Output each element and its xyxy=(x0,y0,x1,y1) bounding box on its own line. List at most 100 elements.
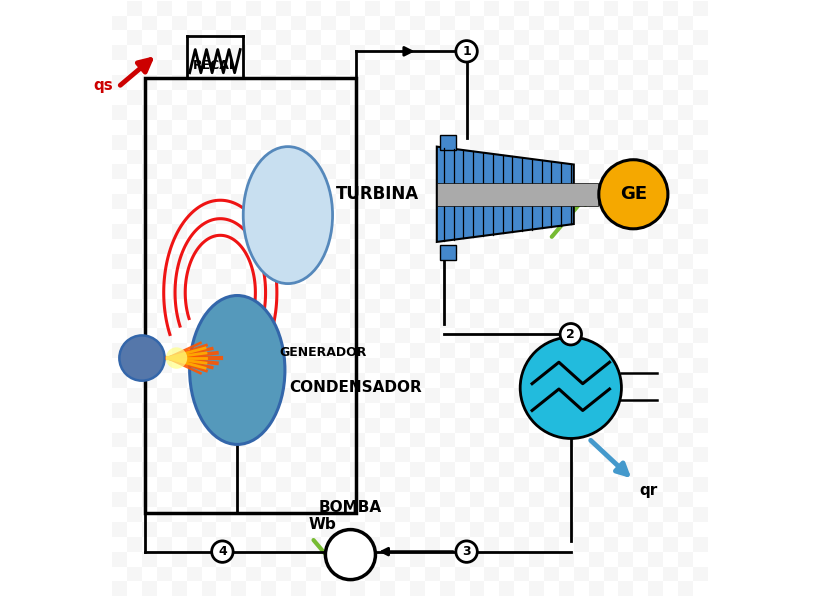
Bar xyxy=(231,447,246,462)
Bar xyxy=(559,254,573,269)
Bar xyxy=(395,90,410,105)
Bar xyxy=(410,492,424,507)
Bar xyxy=(350,150,365,165)
Bar xyxy=(127,373,142,388)
Bar xyxy=(142,0,156,1)
Bar xyxy=(187,507,201,522)
Bar xyxy=(677,239,692,254)
Bar xyxy=(663,388,677,403)
Bar xyxy=(573,567,588,581)
Bar xyxy=(171,284,187,298)
Bar xyxy=(127,60,142,75)
Bar xyxy=(439,105,454,120)
Bar xyxy=(350,30,365,45)
Bar xyxy=(648,30,663,45)
Bar xyxy=(171,462,187,477)
Bar xyxy=(276,507,291,522)
Circle shape xyxy=(519,337,621,438)
Bar xyxy=(320,492,335,507)
Bar xyxy=(528,120,543,135)
Bar xyxy=(201,224,216,239)
Bar xyxy=(260,16,276,30)
Bar xyxy=(573,418,588,432)
Bar xyxy=(722,581,736,596)
Bar xyxy=(648,567,663,581)
Bar xyxy=(648,418,663,432)
Bar xyxy=(231,209,246,224)
Bar xyxy=(573,403,588,418)
Bar xyxy=(559,328,573,343)
Bar xyxy=(588,0,603,1)
Bar xyxy=(484,30,499,45)
Bar xyxy=(514,492,528,507)
Bar xyxy=(663,239,677,254)
Bar xyxy=(722,343,736,358)
Bar xyxy=(528,90,543,105)
Bar xyxy=(365,522,380,537)
Bar xyxy=(588,135,603,150)
Bar xyxy=(410,269,424,284)
Bar xyxy=(410,224,424,239)
Text: GE: GE xyxy=(619,185,646,203)
Bar xyxy=(573,343,588,358)
Bar xyxy=(588,507,603,522)
Bar xyxy=(603,209,618,224)
Bar xyxy=(632,30,648,45)
Bar xyxy=(618,328,632,343)
Bar xyxy=(156,0,171,1)
Bar xyxy=(260,179,276,194)
Bar xyxy=(112,522,127,537)
Bar xyxy=(335,60,350,75)
Bar xyxy=(127,45,142,60)
Bar xyxy=(454,75,469,90)
Bar xyxy=(380,313,395,328)
Bar xyxy=(305,179,320,194)
Bar xyxy=(632,239,648,254)
Bar xyxy=(469,492,484,507)
Bar xyxy=(350,45,365,60)
Bar xyxy=(514,135,528,150)
Bar xyxy=(559,418,573,432)
Bar xyxy=(722,567,736,581)
Bar xyxy=(484,150,499,165)
Bar xyxy=(573,388,588,403)
Bar xyxy=(276,179,291,194)
Bar xyxy=(439,75,454,90)
Bar xyxy=(648,1,663,16)
Bar xyxy=(142,284,156,298)
Bar xyxy=(365,1,380,16)
Bar xyxy=(439,1,454,16)
Bar xyxy=(156,269,171,284)
Bar xyxy=(439,269,454,284)
Bar xyxy=(484,75,499,90)
Bar xyxy=(246,462,260,477)
Bar xyxy=(142,224,156,239)
Bar xyxy=(187,239,201,254)
Bar xyxy=(707,224,722,239)
Bar xyxy=(127,447,142,462)
Bar xyxy=(677,194,692,209)
Bar xyxy=(201,194,216,209)
Bar xyxy=(692,224,707,239)
Bar xyxy=(291,373,305,388)
Bar xyxy=(722,150,736,165)
Bar xyxy=(380,75,395,90)
Bar xyxy=(142,75,156,90)
Bar xyxy=(573,224,588,239)
Bar xyxy=(632,492,648,507)
Bar xyxy=(499,418,514,432)
Bar xyxy=(484,269,499,284)
Bar xyxy=(216,45,231,60)
Bar xyxy=(454,194,469,209)
Bar xyxy=(559,150,573,165)
Bar xyxy=(603,120,618,135)
Bar xyxy=(618,507,632,522)
Bar xyxy=(469,403,484,418)
Bar xyxy=(692,388,707,403)
Bar xyxy=(722,552,736,567)
Bar xyxy=(142,194,156,209)
Bar xyxy=(380,567,395,581)
Bar xyxy=(663,105,677,120)
Bar xyxy=(632,45,648,60)
Bar xyxy=(424,135,439,150)
